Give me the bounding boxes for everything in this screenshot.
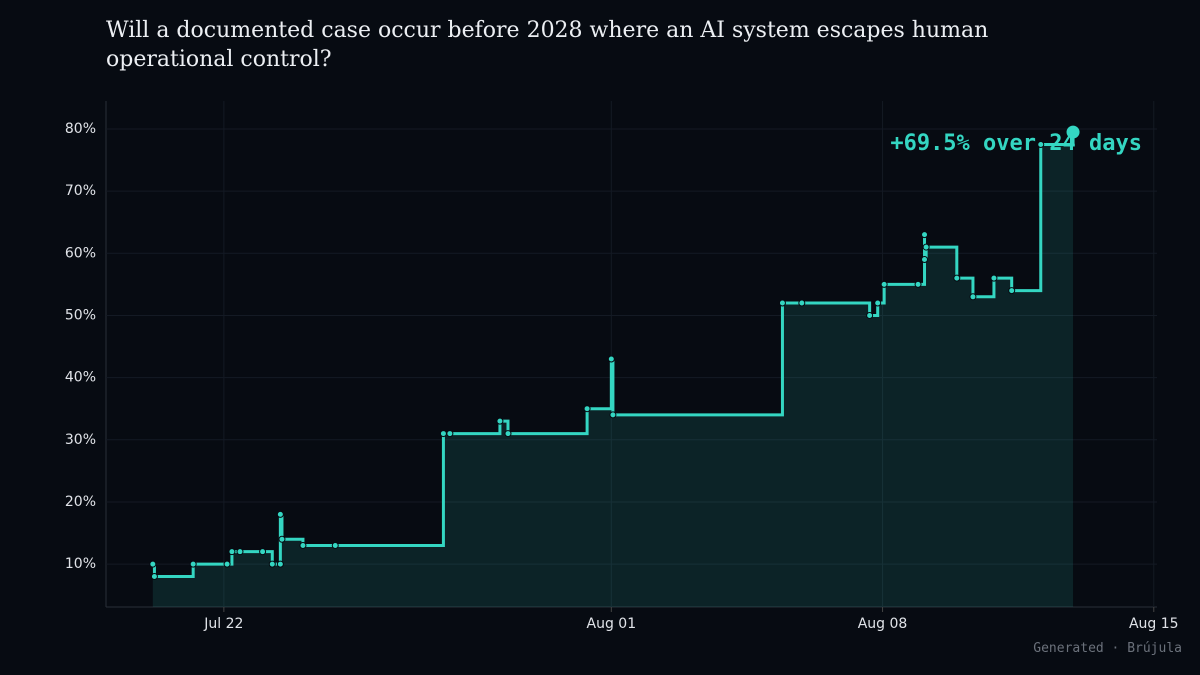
y-tick-label: 60%: [65, 245, 96, 261]
point: [276, 560, 284, 568]
point: [223, 560, 231, 568]
point: [874, 299, 882, 307]
point: [446, 430, 454, 438]
point: [921, 231, 929, 239]
point: [439, 430, 447, 438]
point: [331, 541, 339, 549]
point: [990, 274, 998, 282]
point: [228, 548, 236, 556]
y-tick-label: 30%: [65, 432, 96, 448]
point: [504, 430, 512, 438]
y-tick-label: 80%: [65, 121, 96, 137]
x-tick-label: Aug 15: [1129, 616, 1179, 632]
point: [276, 510, 284, 518]
y-tick-label: 20%: [65, 494, 96, 510]
point: [921, 256, 929, 264]
footer: Generated · Brújula: [1033, 641, 1182, 656]
title-box: Will a documented case occur before 2028…: [106, 18, 989, 72]
point: [798, 299, 806, 307]
chart-title: Will a documented case occur before 2028…: [106, 18, 989, 72]
point: [1037, 141, 1045, 149]
y-tick-label: 70%: [65, 183, 96, 199]
current-point: [1066, 125, 1080, 139]
point: [914, 280, 922, 288]
point: [583, 405, 591, 413]
point: [150, 573, 158, 581]
point: [259, 548, 267, 556]
point: [1008, 287, 1016, 295]
point: [149, 560, 157, 568]
point: [496, 417, 504, 425]
point: [189, 560, 197, 568]
point: [866, 311, 874, 319]
point: [969, 293, 977, 301]
x-tick-label: Jul 22: [203, 616, 243, 632]
point: [268, 560, 276, 568]
point: [880, 280, 888, 288]
point: [607, 355, 615, 363]
y-tick-label: 10%: [65, 556, 96, 572]
y-tick-label: 40%: [65, 370, 96, 386]
x-tick-label: Aug 01: [587, 616, 637, 632]
point: [922, 243, 930, 251]
y-tick-label: 50%: [65, 307, 96, 323]
point: [278, 535, 286, 543]
point: [609, 411, 617, 419]
point: [236, 548, 244, 556]
point: [299, 541, 307, 549]
x-tick-label: Aug 08: [858, 616, 908, 632]
annotation: +69.5% over 24 days: [890, 131, 1142, 156]
point: [953, 274, 961, 282]
point: [778, 299, 786, 307]
